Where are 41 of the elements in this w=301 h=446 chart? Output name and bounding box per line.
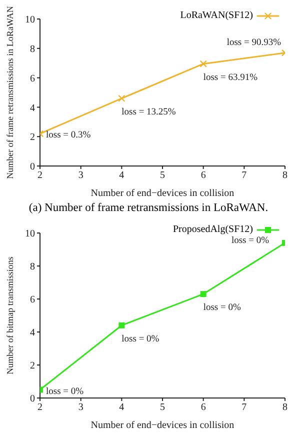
annotation: loss = 63.91% <box>203 72 258 83</box>
x-tick-label: 5 <box>160 402 165 414</box>
x-tick-label: 2 <box>38 170 42 182</box>
annotation: loss = 0% <box>231 236 270 246</box>
x-tick-label: 3 <box>78 402 84 414</box>
y-tick-label: 0 <box>30 162 35 173</box>
y-axis-title: Number of frame retransmissions in LoRaWAN <box>5 6 16 179</box>
annotation: loss = 90.93% <box>226 38 282 48</box>
y-tick-label: 6 <box>30 294 35 306</box>
annotation: loss = 0% <box>122 334 160 344</box>
legend-label: ProposedAlg(SF12) <box>172 224 253 235</box>
x-tick-label: 7 <box>242 402 247 414</box>
annotation: loss = 0% <box>203 303 241 314</box>
legend-label: LoRaWAN(SF12) <box>180 10 253 21</box>
y-tick-label: 8 <box>30 44 35 55</box>
y-axis-title: Number of bitmap transmissions <box>5 256 16 374</box>
y-tick-label: 10 <box>25 228 35 240</box>
x-tick-label: 8 <box>282 402 288 414</box>
y-tick-label: 2 <box>30 132 35 144</box>
x-tick-label: 5 <box>160 170 165 182</box>
annotation: loss = 0% <box>46 386 84 397</box>
x-tick-label: 4 <box>119 170 124 182</box>
y-tick-label: 4 <box>30 328 35 339</box>
y-tick-label: 0 <box>30 394 35 405</box>
y-tick-label: 6 <box>30 73 35 84</box>
y-tick-label: 8 <box>30 262 35 273</box>
y-tick-label: 10 <box>25 14 35 26</box>
x-tick-label: 4 <box>119 402 124 414</box>
text: (a) Number of frame retransmissions in LoRaWAN. <box>28 202 270 214</box>
y-tick-label: 2 <box>30 360 35 372</box>
x-tick-label: 6 <box>200 402 206 414</box>
y-tick-label: 4 <box>30 102 35 114</box>
x-tick-label: 6 <box>200 170 206 182</box>
x-tick-label: 3 <box>78 170 84 182</box>
annotation: loss = 13.25% <box>122 107 176 118</box>
x-axis-title: Number of end−devices in collision <box>90 188 234 199</box>
x-axis-title: Number of end−devices in collision <box>90 420 234 431</box>
x-tick-label: 8 <box>282 170 288 182</box>
annotation: loss = 0.3% <box>46 130 91 141</box>
x-tick-label: 7 <box>242 170 247 182</box>
x-tick-label: 2 <box>38 402 42 414</box>
